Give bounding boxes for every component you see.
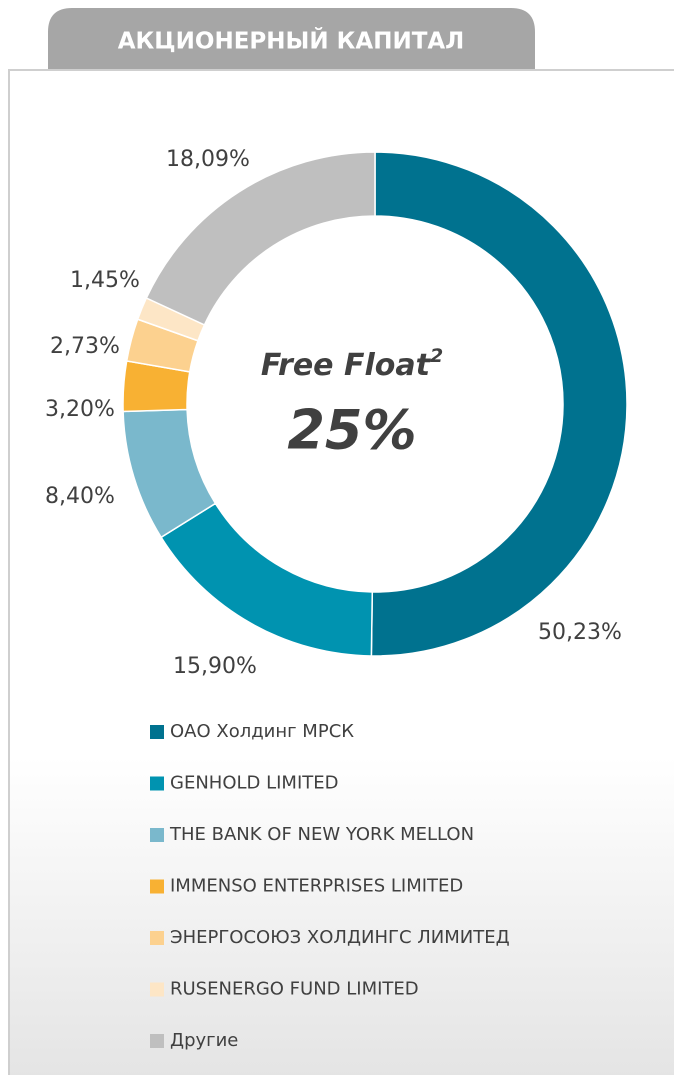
donut-segment	[370, 151, 628, 657]
legend-swatch	[150, 725, 164, 739]
data-label: 18,09%	[166, 147, 250, 172]
legend-swatch	[150, 982, 164, 997]
legend-label: IMMENSO ENTERPRISES LIMITED	[170, 876, 463, 897]
legend-label: RUSENERGO FUND LIMITED	[170, 979, 419, 1000]
legend-label: THE BANK OF NEW YORK MELLON	[169, 824, 474, 845]
chart-title: АКЦИОНЕРНЫЙ КАПИТАЛ	[118, 27, 465, 55]
data-label: 2,73%	[50, 334, 120, 359]
legend-label: ОАО Холдинг МРСК	[170, 721, 354, 742]
legend-label: Другие	[170, 1030, 238, 1051]
center-title-sup: 2	[430, 345, 443, 367]
legend-swatch	[150, 1034, 164, 1048]
legend-label: GENHOLD LIMITED	[170, 773, 339, 794]
center-title-text: Free Float	[261, 348, 432, 383]
center-value: 25%	[287, 399, 416, 462]
legend-swatch	[150, 879, 164, 894]
title-tab	[48, 8, 535, 70]
data-label: 1,45%	[70, 268, 140, 293]
legend-label: ЭНЕРГОСОЮЗ ХОЛДИНГС ЛИМИТЕД	[170, 927, 510, 948]
data-label: 15,90%	[173, 654, 257, 679]
legend-swatch	[150, 776, 164, 791]
data-label: 50,23%	[538, 620, 622, 645]
data-label: 3,20%	[45, 397, 115, 422]
legend-swatch	[150, 828, 164, 842]
donut-segment	[145, 151, 376, 326]
legend-swatch	[150, 931, 164, 945]
data-label: 8,40%	[45, 484, 115, 509]
panel	[8, 69, 674, 1075]
center-title: Free Float2	[261, 345, 443, 383]
